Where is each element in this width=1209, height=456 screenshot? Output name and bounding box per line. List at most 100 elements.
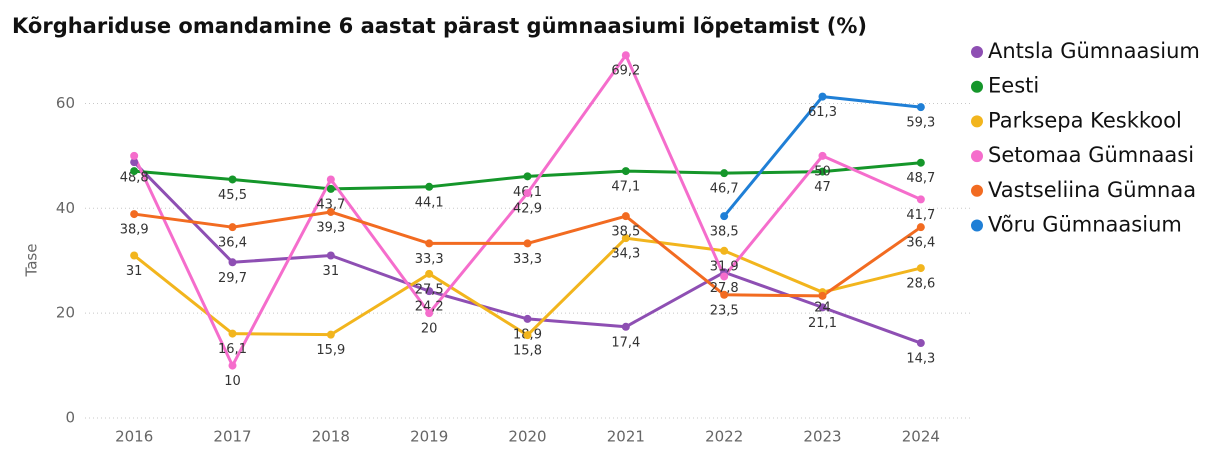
- data-label: 20: [421, 322, 438, 337]
- legend-marker: [971, 184, 983, 197]
- data-point: [916, 223, 925, 232]
- data-label: 45,5: [218, 188, 247, 203]
- data-label: 61,3: [808, 105, 837, 120]
- x-tick-label: 2017: [213, 428, 251, 446]
- data-point: [228, 258, 237, 267]
- data-point: [425, 269, 434, 278]
- data-label: 17,4: [611, 335, 640, 350]
- data-label: 43,7: [316, 197, 345, 212]
- legend-label: Võru Gümnaasium: [988, 213, 1182, 237]
- data-label: 21,1: [808, 316, 837, 331]
- x-tick-label: 2019: [410, 428, 448, 446]
- data-point: [720, 246, 729, 255]
- data-label: 14,3: [906, 352, 935, 367]
- data-point: [916, 339, 925, 348]
- legend-label: Antsla Gümnaasium: [988, 39, 1200, 63]
- data-point: [228, 329, 237, 338]
- data-point: [621, 212, 630, 221]
- data-point: [818, 291, 827, 300]
- data-label: 29,7: [218, 271, 247, 286]
- data-label: 15,9: [316, 343, 345, 358]
- data-label: 31: [126, 264, 143, 279]
- y-tick-label: 20: [56, 304, 75, 322]
- x-tick-label: 2020: [508, 428, 546, 446]
- data-label: 44,1: [415, 195, 444, 210]
- data-label: 24: [814, 301, 831, 316]
- legend-marker: [971, 115, 983, 128]
- data-point: [326, 251, 335, 260]
- data-label: 48,8: [120, 171, 149, 186]
- x-tick-label: 2021: [607, 428, 645, 446]
- data-label: 27,5: [415, 282, 444, 297]
- data-point: [523, 314, 532, 323]
- data-label: 33,3: [415, 252, 444, 267]
- data-label: 50: [814, 164, 831, 179]
- data-label: 31: [323, 264, 340, 279]
- data-point: [621, 234, 630, 243]
- legend-marker: [971, 80, 983, 93]
- legend-label: Parksepa Keskkool: [988, 108, 1182, 132]
- data-label: 36,4: [906, 236, 935, 251]
- data-label: 15,8: [513, 344, 542, 359]
- data-point: [130, 167, 139, 176]
- data-label: 33,3: [513, 252, 542, 267]
- data-point: [916, 264, 925, 273]
- data-point: [523, 239, 532, 248]
- data-label: 38,5: [710, 225, 739, 240]
- x-tick-label: 2018: [312, 428, 350, 446]
- y-axis-label: Tase: [23, 244, 41, 278]
- legend-label: Eesti: [988, 74, 1039, 98]
- data-label: 69,2: [611, 64, 640, 79]
- data-point: [130, 158, 139, 167]
- data-point: [228, 175, 237, 184]
- data-point: [523, 172, 532, 181]
- data-label: 10: [224, 374, 241, 389]
- data-point: [720, 212, 729, 221]
- data-label: 47,1: [611, 180, 640, 195]
- legend-marker: [971, 150, 983, 163]
- data-point: [425, 239, 434, 248]
- chart-title: Kõrghariduse omandamine 6 aastat pärast …: [12, 14, 867, 38]
- legend-label: Setomaa Gümnaasi: [988, 143, 1194, 167]
- data-point: [130, 151, 139, 160]
- legend-label: Vastseliina Gümnaa: [988, 178, 1196, 202]
- data-point: [326, 330, 335, 339]
- x-tick-label: 2022: [705, 428, 743, 446]
- data-label: 41,7: [906, 208, 935, 223]
- data-point: [916, 195, 925, 204]
- data-point: [818, 151, 827, 160]
- data-point: [916, 158, 925, 167]
- x-tick-label: 2016: [115, 428, 153, 446]
- data-point: [425, 309, 434, 318]
- data-point: [425, 287, 434, 296]
- data-point: [326, 184, 335, 193]
- data-point: [818, 92, 827, 101]
- data-label: 36,4: [218, 236, 247, 251]
- data-point: [720, 290, 729, 299]
- data-label: 34,3: [611, 247, 640, 262]
- data-label: 59,3: [906, 116, 935, 131]
- data-point: [228, 361, 237, 370]
- y-tick-label: 40: [56, 199, 75, 217]
- y-tick-label: 0: [65, 409, 75, 427]
- x-tick-label: 2024: [902, 428, 940, 446]
- data-label: 16,1: [218, 342, 247, 357]
- data-label: 23,5: [710, 303, 739, 318]
- data-label: 27,8: [710, 281, 739, 296]
- data-point: [326, 175, 335, 184]
- x-tick-label: 2023: [803, 428, 841, 446]
- data-label: 28,6: [906, 277, 935, 292]
- data-point: [621, 51, 630, 60]
- data-label: 38,9: [120, 223, 149, 238]
- data-point: [523, 331, 532, 340]
- data-point: [228, 223, 237, 232]
- data-label: 38,5: [611, 225, 640, 240]
- data-point: [621, 167, 630, 176]
- data-point: [523, 189, 532, 198]
- data-label: 48,7: [906, 171, 935, 186]
- data-label: 39,3: [316, 220, 345, 235]
- data-point: [130, 251, 139, 260]
- y-tick-label: 60: [56, 94, 75, 112]
- data-label: 47: [814, 180, 831, 195]
- data-point: [720, 272, 729, 281]
